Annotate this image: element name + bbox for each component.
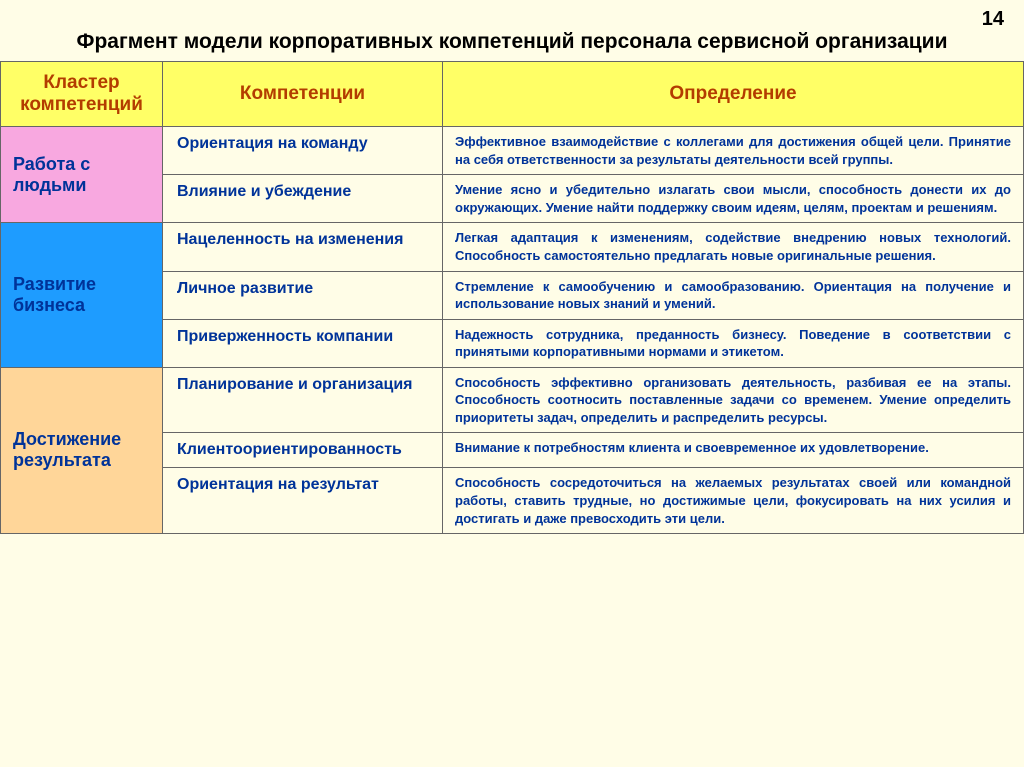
page-number: 14 (982, 8, 1004, 31)
competency-table: Кластер компетенций Компетенции Определе… (0, 61, 1024, 534)
competency-cell: Приверженность компании (163, 319, 443, 367)
competency-cell: Ориентация на команду (163, 127, 443, 175)
definition-cell: Стремление к самообучению и самообразова… (443, 271, 1024, 319)
cluster-cell: Развитие бизнеса (1, 223, 163, 367)
competency-cell: Планирование и организация (163, 367, 443, 433)
cluster-cell: Работа с людьми (1, 127, 163, 223)
table-row: Работа с людьмиОриентация на командуЭффе… (1, 127, 1024, 175)
definition-cell: Надежность сотрудника, преданность бизне… (443, 319, 1024, 367)
page-title: Фрагмент модели корпоративных компетенци… (0, 0, 1024, 61)
header-definition: Определение (443, 62, 1024, 127)
definition-cell: Легкая адаптация к изменениям, содействи… (443, 223, 1024, 271)
table-header-row: Кластер компетенций Компетенции Определе… (1, 62, 1024, 127)
definition-cell: Способность сосредоточиться на желаемых … (443, 468, 1024, 534)
header-cluster: Кластер компетенций (1, 62, 163, 127)
competency-cell: Личное развитие (163, 271, 443, 319)
competency-cell: Влияние и убеждение (163, 175, 443, 223)
table-row: Развитие бизнесаНацеленность на изменени… (1, 223, 1024, 271)
definition-cell: Способность эффективно организовать деят… (443, 367, 1024, 433)
competency-cell: Клиентоориентированность (163, 433, 443, 468)
definition-cell: Эффективное взаимодействие с коллегами д… (443, 127, 1024, 175)
header-competency: Компетенции (163, 62, 443, 127)
table-row: Достижение результатаПланирование и орга… (1, 367, 1024, 433)
cluster-cell: Достижение результата (1, 367, 163, 533)
competency-cell: Нацеленность на изменения (163, 223, 443, 271)
competency-cell: Ориентация на результат (163, 468, 443, 534)
definition-cell: Внимание к потребностям клиента и своевр… (443, 433, 1024, 468)
definition-cell: Умение ясно и убедительно излагать свои … (443, 175, 1024, 223)
